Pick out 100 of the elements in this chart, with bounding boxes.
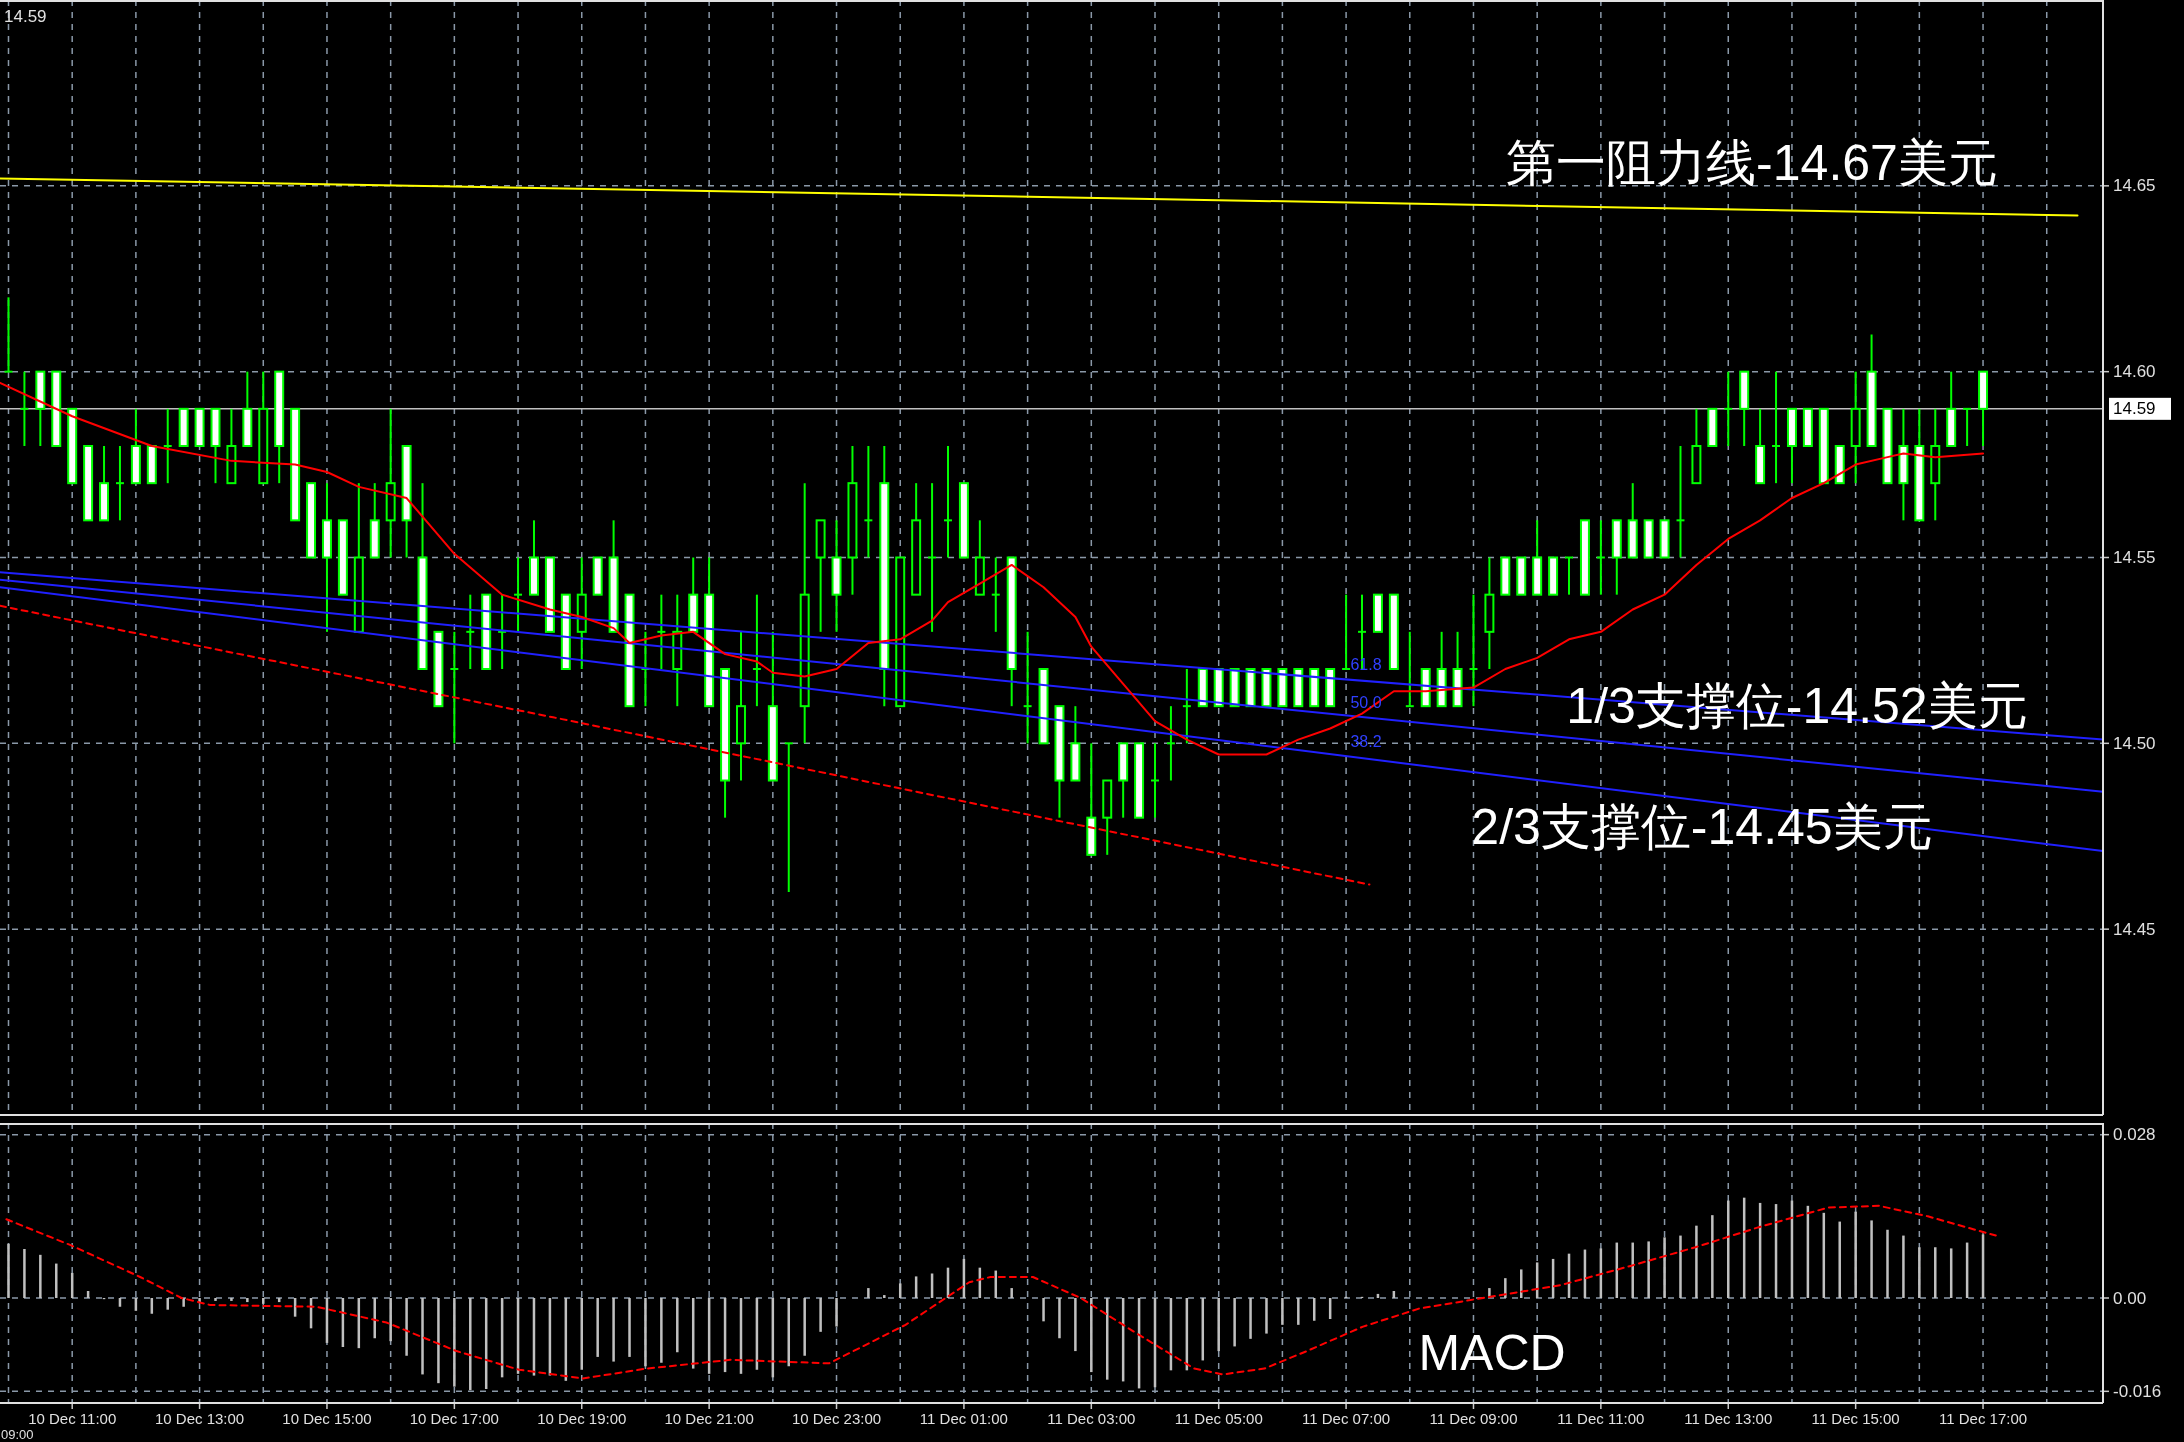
bar [1679, 1235, 1682, 1298]
candlestick [990, 556, 1001, 633]
candlestick [1165, 705, 1176, 782]
x-tick-label: 11 Dec 03:00 [1047, 1409, 1136, 1427]
x-tick-label: 11 Dec 07:00 [1302, 1409, 1391, 1427]
bar [373, 1298, 376, 1339]
bar [23, 1249, 26, 1298]
bar [803, 1298, 806, 1356]
x-tick-label: 11 Dec 01:00 [919, 1409, 1008, 1427]
y-tick-label: -0.016 [2113, 1381, 2162, 1401]
bar [7, 1243, 10, 1298]
bar [405, 1298, 408, 1356]
x-tick-label: 11 Dec 11:00 [1557, 1409, 1645, 1427]
x-tick-label: 10 Dec 19:00 [537, 1409, 627, 1427]
bar [1918, 1247, 1921, 1298]
bar [421, 1298, 424, 1375]
x-tick-label: 10 Dec 13:00 [154, 1409, 245, 1427]
candlestick [751, 593, 762, 708]
bar [1695, 1225, 1698, 1298]
bar [1074, 1298, 1077, 1352]
bar [1090, 1298, 1093, 1373]
bar [1934, 1247, 1937, 1298]
candlestick [1564, 556, 1574, 596]
candlestick [1022, 630, 1033, 745]
candlestick [465, 593, 476, 670]
bar [1058, 1298, 1061, 1339]
annotation: MACD [1418, 1325, 1566, 1381]
annotation: 第一阻力线-14.67美元 [1506, 135, 1998, 191]
x-tick-label: 10 Dec 23:00 [791, 1409, 882, 1427]
bar [883, 1295, 886, 1298]
y-tick-label: 0.00 [2113, 1288, 2147, 1308]
bar [453, 1298, 456, 1387]
candlestick [1468, 593, 1479, 708]
candlestick [513, 556, 524, 633]
bar [230, 1298, 233, 1301]
bar [1297, 1298, 1300, 1325]
bar [867, 1288, 870, 1298]
y-tick-label: 14.50 [2113, 733, 2156, 753]
bar [1631, 1242, 1634, 1298]
bar [437, 1298, 440, 1384]
candlestick [927, 482, 938, 633]
candlestick [1150, 742, 1160, 819]
candlestick [114, 445, 125, 522]
x-tick-label: 11 Dec 15:00 [1811, 1409, 1900, 1427]
bar [1265, 1298, 1268, 1334]
bar [1042, 1298, 1045, 1322]
candlestick [162, 407, 173, 485]
x-tick-label: 10 Dec 21:00 [664, 1409, 754, 1427]
candlestick [656, 593, 667, 670]
bar [214, 1298, 217, 1301]
bar [612, 1298, 615, 1362]
bar [1854, 1211, 1857, 1298]
candlestick [19, 370, 30, 447]
candlestick [1341, 593, 1352, 670]
bar [469, 1298, 472, 1391]
bar [628, 1298, 631, 1357]
candlestick [449, 630, 460, 745]
candlestick [783, 742, 794, 893]
bar [166, 1298, 169, 1310]
bar [1663, 1237, 1666, 1298]
x-tick-label: 10 Dec 17:00 [409, 1409, 499, 1427]
y-tick-label: 14.60 [2113, 362, 2156, 382]
y-tick-label: 14.45 [2113, 919, 2156, 939]
x-tick-label: 11 Dec 05:00 [1174, 1409, 1263, 1427]
bar [644, 1298, 647, 1367]
ref-line-label: 14.59 [2113, 399, 2156, 419]
bar [1217, 1298, 1220, 1352]
annotation: 14.59 [4, 6, 47, 26]
y-tick-label: 14.55 [2113, 548, 2156, 567]
bar [819, 1298, 822, 1332]
bar [1233, 1298, 1236, 1347]
candlestick [1962, 407, 1973, 447]
bar [262, 1298, 265, 1304]
bar [660, 1298, 663, 1363]
bar [1281, 1298, 1284, 1325]
bar [55, 1263, 58, 1298]
x-tick-label: 10 Dec 15:00 [282, 1409, 372, 1427]
bar [596, 1298, 599, 1357]
y-tick-label: 14.65 [2113, 176, 2156, 196]
bar [1886, 1229, 1889, 1298]
bar [1838, 1221, 1841, 1298]
x-tick-label: 10 Dec 11:00 [28, 1409, 117, 1427]
bar [182, 1298, 185, 1307]
bar [1520, 1269, 1523, 1298]
candlestick [1771, 370, 1782, 485]
bar [1504, 1278, 1507, 1298]
y-tick-label: 0.028 [2113, 1125, 2156, 1145]
annotation: 50.0 [1350, 693, 1382, 711]
bar [580, 1298, 583, 1370]
bar [246, 1298, 249, 1303]
bar [1727, 1200, 1730, 1298]
candlestick [1181, 668, 1192, 745]
bar [1647, 1241, 1650, 1298]
x-tick-label: 11 Dec 13:00 [1684, 1409, 1773, 1427]
bar [1249, 1298, 1252, 1339]
bar [1711, 1215, 1714, 1298]
annotation: 38.2 [1350, 732, 1382, 750]
candlestick [943, 445, 953, 559]
candlestick [1595, 519, 1606, 596]
bar [39, 1254, 42, 1298]
